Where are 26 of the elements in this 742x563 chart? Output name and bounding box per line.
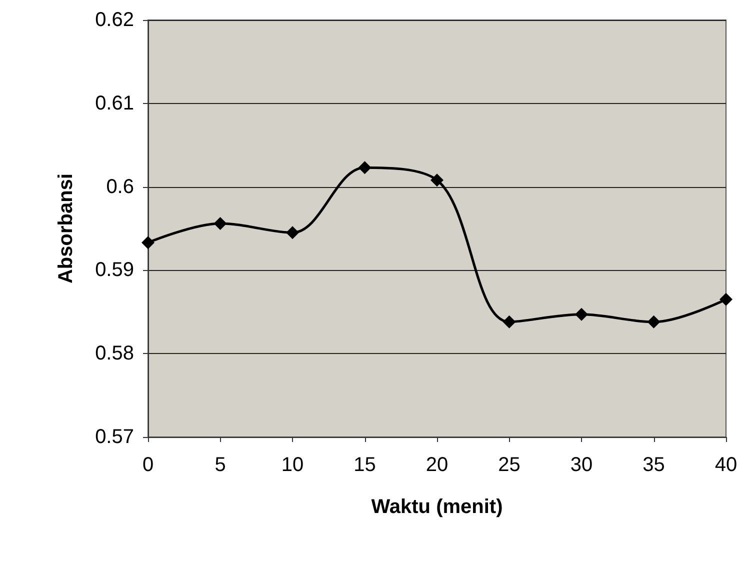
point	[214, 216, 227, 230]
x-tick-label: 25	[498, 454, 520, 476]
point	[286, 226, 299, 240]
x-tick-label: 30	[570, 454, 593, 476]
x-tick-label: 0	[142, 454, 154, 476]
x-tick-label: 10	[281, 454, 304, 476]
point	[720, 292, 732, 306]
x-tick-label: 35	[642, 454, 665, 476]
x-tick-label: 40	[714, 454, 738, 476]
y-axis-title: Absorbansi	[55, 173, 77, 284]
x-tick-label: 15	[354, 454, 376, 476]
point	[142, 236, 154, 250]
point	[358, 161, 372, 174]
y-tick-label: 0.62	[95, 9, 134, 31]
y-tick-label: 0.6	[106, 176, 134, 198]
x-tick-label: 5	[214, 454, 226, 476]
point	[502, 315, 516, 328]
y-tick-label: 0.57	[95, 426, 134, 448]
point	[430, 174, 444, 187]
x-axis-title: Waktu (menit)	[371, 496, 503, 518]
y-tick-label: 0.59	[95, 259, 134, 282]
y-tick-label: 0.61	[95, 92, 134, 114]
x-tick-label: 20	[426, 454, 448, 476]
y-tick-label: 0.58	[95, 342, 134, 365]
point	[647, 315, 660, 328]
point	[575, 308, 588, 321]
